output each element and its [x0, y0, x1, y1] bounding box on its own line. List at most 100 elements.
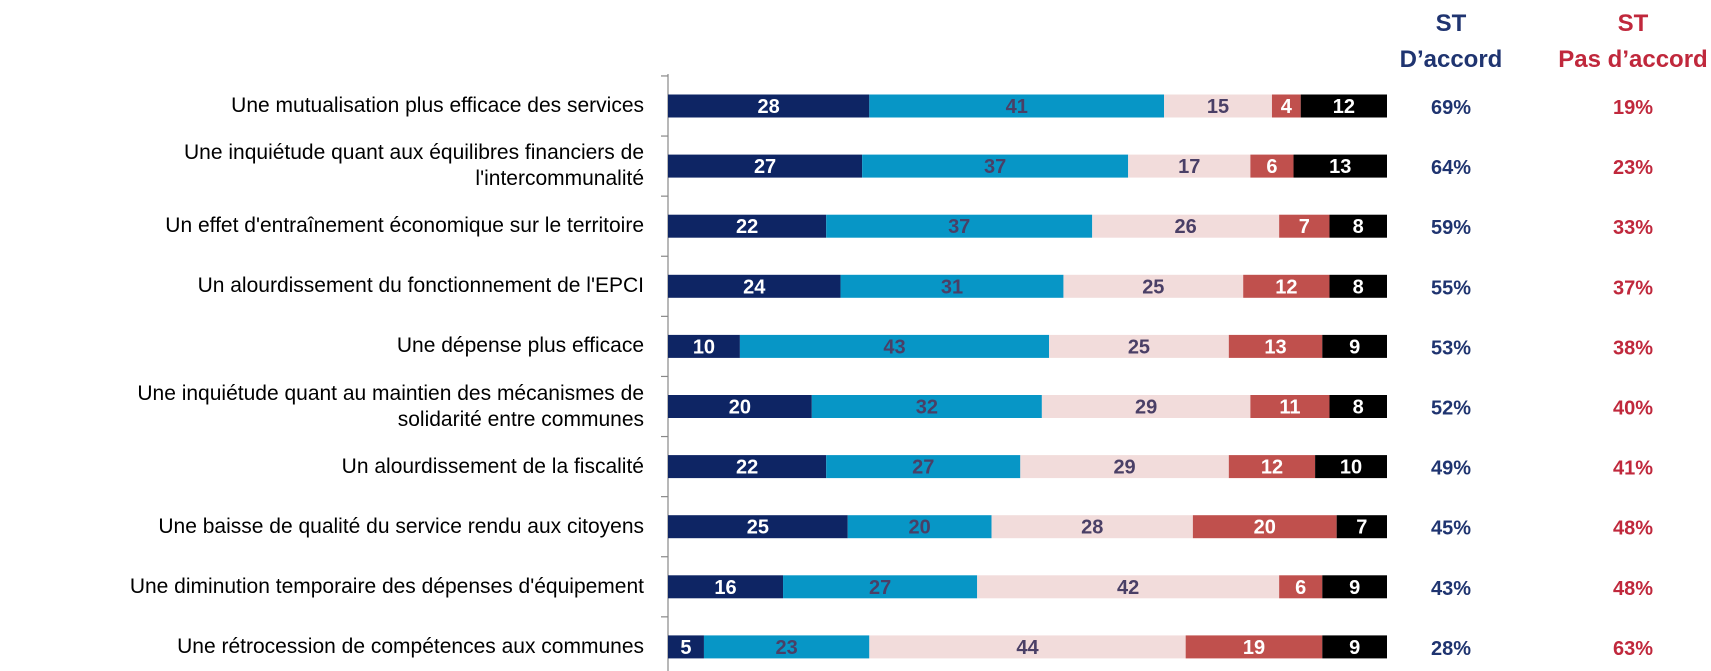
category-label: Une dépense plus efficace [396, 334, 644, 358]
bar-segment [703, 635, 870, 659]
segment-label: 37 [948, 216, 970, 238]
bar-segment [1336, 515, 1387, 539]
segment-label: 28 [758, 96, 780, 118]
summary-value: 28% [1431, 638, 1471, 660]
bar-segment [783, 575, 978, 599]
segment-label: 11 [1279, 397, 1300, 419]
segment-label: 7 [1299, 216, 1310, 238]
summary-value: 69% [1431, 97, 1471, 119]
segment-label: 25 [747, 517, 769, 539]
bar-segment [1092, 214, 1280, 238]
segment-label: 19 [1243, 637, 1265, 659]
segment-label: 44 [1016, 637, 1039, 659]
summary-value: 49% [1431, 458, 1471, 480]
bar-segment [1063, 274, 1244, 298]
summary-value: 40% [1613, 398, 1653, 420]
bar-segment [1279, 575, 1323, 599]
bar-segment [1329, 395, 1387, 418]
segment-label: 9 [1349, 577, 1360, 599]
summary-value: 59% [1431, 217, 1471, 239]
summary-value: 37% [1613, 277, 1653, 299]
column-header: ST D’accord [1399, 10, 1503, 73]
segment-label: 8 [1353, 397, 1364, 419]
segment-label: 42 [1117, 577, 1139, 599]
bar-segment [1315, 455, 1387, 479]
category-label: Une rétrocession de compétences aux comm… [177, 634, 644, 658]
segment-label: 20 [1254, 517, 1276, 539]
segment-label: 29 [1135, 397, 1157, 419]
bar-segment [869, 94, 1165, 118]
bar-segment [1322, 635, 1387, 659]
bar-segment [668, 274, 841, 298]
bar-segment [1228, 334, 1323, 358]
summary-value: 43% [1431, 578, 1471, 600]
summary-value: 41% [1613, 458, 1653, 480]
segment-label: 8 [1353, 216, 1364, 238]
category-label: Un alourdissement du fonctionnement de l… [197, 274, 644, 298]
segment-label: 6 [1266, 156, 1277, 178]
segment-label: 22 [736, 457, 758, 479]
segment-label: 43 [883, 336, 905, 358]
summary-value: 38% [1613, 337, 1653, 359]
segment-label: 6 [1295, 577, 1306, 599]
category-label: Une inquiétude quant aux équilibres fina… [184, 141, 644, 191]
segment-label: 25 [1142, 276, 1164, 298]
segment-label: 20 [729, 397, 751, 419]
segment-label: 10 [1340, 457, 1362, 479]
summary-value: 33% [1613, 217, 1653, 239]
segment-label: 20 [909, 517, 931, 539]
bar-segment [668, 395, 812, 418]
column-header: ST Pas d’accord [1558, 10, 1708, 73]
segment-label: 9 [1349, 637, 1360, 659]
segment-label: 25 [1128, 336, 1150, 358]
bar-segment [1250, 395, 1330, 418]
category-label: Un effet d'entraînement économique sur l… [165, 214, 644, 238]
bar-segment [840, 274, 1064, 298]
segment-label: 5 [680, 637, 691, 659]
bar-segment [1041, 395, 1251, 418]
segment-label: 13 [1329, 156, 1351, 178]
bar-segment [668, 94, 870, 118]
segment-label: 29 [1113, 457, 1135, 479]
bar-segment [1049, 334, 1229, 358]
category-label: Une mutualisation plus efficace des serv… [231, 94, 644, 117]
bar-segment [862, 154, 1129, 178]
segment-label: 23 [776, 637, 798, 659]
bar-segment [826, 455, 1021, 479]
segment-label: 37 [984, 156, 1006, 178]
segment-label: 7 [1356, 517, 1367, 539]
summary-value: 48% [1613, 578, 1653, 600]
segment-label: 4 [1281, 96, 1293, 118]
bar-segment [1128, 154, 1251, 178]
segment-label: 41 [1006, 96, 1028, 118]
bar-segment [1192, 515, 1337, 539]
category-label: Une diminution temporaire des dépenses d… [129, 574, 644, 598]
segment-label: 22 [736, 216, 758, 238]
category-label: Une baisse de qualité du service rendu a… [158, 514, 644, 538]
segment-label: 26 [1175, 216, 1197, 238]
segment-label: 31 [941, 276, 963, 298]
summary-value: 64% [1431, 157, 1471, 179]
category-label: Un alourdissement de la fiscalité [341, 454, 644, 478]
segment-label: 27 [869, 577, 891, 599]
segment-label: 16 [714, 577, 736, 599]
bar-segment [811, 395, 1042, 418]
bar-segment [668, 154, 863, 178]
segment-label: 12 [1275, 276, 1297, 298]
bar-segment [668, 334, 740, 358]
summary-value: 55% [1431, 277, 1471, 299]
segment-label: 24 [743, 276, 766, 298]
segment-label: 27 [754, 156, 776, 178]
bar-segment [1300, 94, 1387, 118]
summary-value: 53% [1431, 337, 1471, 359]
segment-label: 17 [1178, 156, 1200, 178]
bar-segment [739, 334, 1050, 358]
bar-segment [668, 515, 848, 539]
bar-segment [668, 455, 827, 479]
bar-segment [826, 214, 1093, 238]
segment-label: 15 [1207, 96, 1229, 118]
bar-segment [1322, 575, 1387, 599]
segment-label: 10 [693, 336, 715, 358]
segment-label: 12 [1261, 457, 1283, 479]
